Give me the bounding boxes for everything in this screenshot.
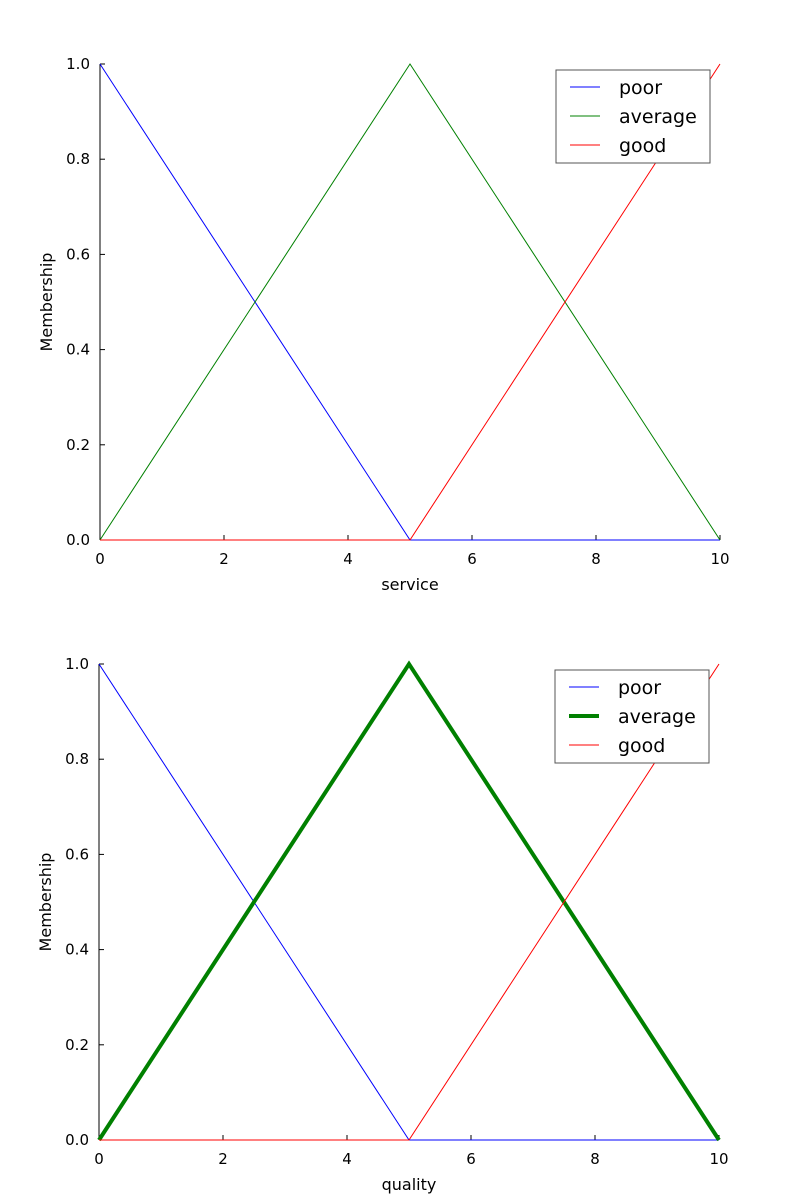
legend: poor average good xyxy=(555,69,711,164)
legend-label-poor: poor xyxy=(619,77,662,99)
y-axis-label: Membership xyxy=(37,253,56,352)
x-tick-label: 10 xyxy=(710,550,729,568)
x-tick-label: 8 xyxy=(591,550,601,568)
x-axis-label: service xyxy=(381,575,438,594)
y-tick-label: 0.4 xyxy=(66,341,90,359)
y-axis-label: Membership xyxy=(36,853,55,952)
chart-2: 0 2 4 6 8 10 0.0 0.2 0.4 0.6 0.8 1.0 quality Membersh… xyxy=(36,655,729,1194)
x-tick-label: 2 xyxy=(218,1150,228,1168)
legend-label-good: good xyxy=(619,135,666,157)
x-axis-label: quality xyxy=(382,1175,437,1194)
y-tick-label: 0.6 xyxy=(65,845,89,863)
y-tick-label: 0.2 xyxy=(65,1036,89,1054)
x-tick-label: 6 xyxy=(466,1150,476,1168)
y-tick-label: 0.2 xyxy=(66,436,90,454)
legend-label-good: good xyxy=(618,735,665,757)
x-tick-label: 2 xyxy=(219,550,229,568)
y-tick-label: 0.6 xyxy=(66,245,90,263)
x-tick-label: 10 xyxy=(709,1150,728,1168)
y-tick-label: 0.0 xyxy=(66,531,90,549)
x-tick-label: 4 xyxy=(342,1150,352,1168)
legend-label-poor: poor xyxy=(618,677,661,699)
y-tick-label: 0.4 xyxy=(65,941,89,959)
legend: poor average good xyxy=(554,669,710,764)
x-tick-label: 8 xyxy=(590,1150,600,1168)
chart-1: 0 2 4 6 8 10 0.0 0.2 0.4 0.6 0.8 1.0 service Membersh… xyxy=(37,55,730,594)
x-tick-label: 4 xyxy=(343,550,353,568)
x-tick-label: 6 xyxy=(467,550,477,568)
x-tick-label: 0 xyxy=(94,1150,104,1168)
y-tick-label: 1.0 xyxy=(66,55,90,73)
y-tick-label: 1.0 xyxy=(65,655,89,673)
y-tick-label: 0.0 xyxy=(65,1131,89,1149)
legend-label-average: average xyxy=(619,106,697,128)
y-tick-label: 0.8 xyxy=(65,750,89,768)
legend-label-average: average xyxy=(618,706,696,728)
y-tick-label: 0.8 xyxy=(66,150,90,168)
x-tick-label: 0 xyxy=(95,550,105,568)
